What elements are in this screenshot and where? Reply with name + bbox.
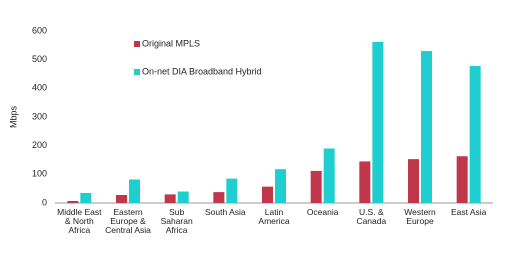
bar — [421, 51, 432, 203]
bar — [164, 194, 176, 203]
bar — [310, 170, 322, 203]
bar — [359, 161, 371, 203]
legend-label: Original MPLS — [142, 38, 200, 48]
bar — [323, 148, 335, 203]
bar — [177, 191, 189, 203]
bar — [116, 194, 127, 203]
bar — [226, 178, 238, 203]
x-tick-label: Sub Saharan Africa — [160, 207, 193, 235]
legend-swatch — [134, 41, 140, 47]
y-tick-label: 300 — [32, 111, 47, 121]
legend-swatch — [134, 69, 140, 75]
bar — [456, 156, 468, 203]
legend-label: On-net DIA Broadband Hybrid — [142, 66, 262, 76]
y-tick-label: 500 — [32, 54, 47, 64]
y-tick-label: 100 — [32, 169, 47, 179]
bar — [67, 200, 79, 203]
bar — [80, 192, 92, 203]
bar — [469, 65, 481, 204]
x-tick-label: Middle East & North Africa — [57, 207, 102, 235]
bar — [372, 41, 384, 203]
x-tick-label: Eastern Europe & Central Asia — [105, 207, 151, 235]
y-tick-label: 0 — [42, 197, 47, 207]
y-axis-label: Mbps — [8, 106, 18, 129]
x-tick-label: East Asia — [450, 207, 487, 217]
bar — [213, 192, 225, 203]
x-tick-label: U.S. & Canada — [356, 207, 387, 226]
x-tick-label: Oceania — [306, 207, 339, 217]
bar — [262, 186, 273, 203]
x-tick-label: South Asia — [205, 207, 246, 217]
bar — [129, 179, 140, 203]
y-tick-label: 400 — [32, 83, 47, 93]
x-tick-label: Western Europe — [404, 207, 436, 226]
bar — [275, 169, 286, 203]
y-tick-label: 600 — [32, 25, 47, 35]
x-tick-label: Latin America — [258, 207, 290, 226]
y-tick-label: 200 — [32, 140, 47, 150]
bar — [408, 159, 419, 203]
